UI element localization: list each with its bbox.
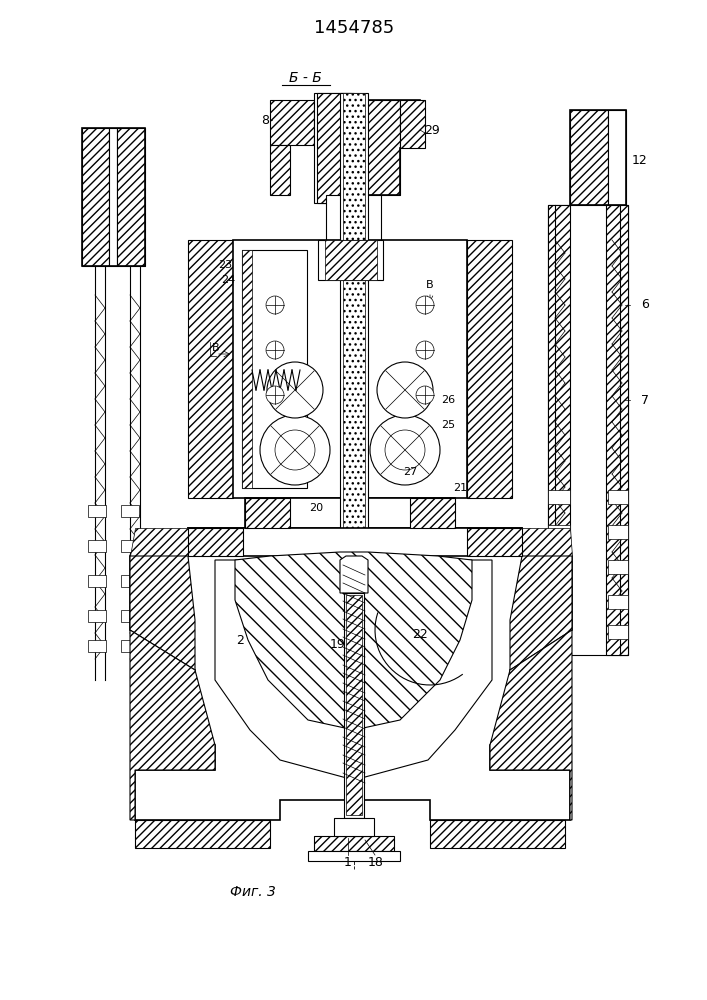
Polygon shape (188, 240, 233, 498)
Polygon shape (233, 240, 467, 498)
Text: 20: 20 (309, 503, 323, 513)
Polygon shape (82, 128, 109, 266)
Circle shape (266, 386, 284, 404)
Text: 2: 2 (236, 634, 244, 647)
Text: 19: 19 (330, 639, 346, 652)
Polygon shape (270, 145, 290, 195)
Polygon shape (130, 528, 188, 556)
Polygon shape (608, 595, 628, 609)
Polygon shape (121, 610, 139, 622)
Polygon shape (317, 93, 351, 203)
Polygon shape (121, 640, 139, 652)
Polygon shape (215, 560, 492, 780)
Polygon shape (130, 556, 195, 670)
Polygon shape (467, 240, 512, 498)
Circle shape (266, 341, 284, 359)
Polygon shape (410, 498, 455, 528)
Polygon shape (522, 528, 572, 556)
Text: 1454785: 1454785 (314, 19, 394, 37)
Polygon shape (608, 525, 628, 539)
Text: 21: 21 (453, 483, 467, 493)
Polygon shape (570, 110, 608, 205)
Text: 25: 25 (441, 420, 455, 430)
Text: 18: 18 (368, 856, 384, 868)
Polygon shape (318, 240, 383, 280)
Text: 12: 12 (632, 153, 648, 166)
Circle shape (266, 296, 284, 314)
Polygon shape (121, 575, 139, 587)
Polygon shape (548, 205, 628, 655)
Polygon shape (88, 575, 106, 587)
Polygon shape (130, 528, 572, 820)
Polygon shape (270, 100, 314, 145)
Polygon shape (109, 128, 117, 266)
Text: 29: 29 (424, 123, 440, 136)
Circle shape (416, 296, 434, 314)
Polygon shape (326, 195, 381, 240)
Polygon shape (340, 93, 368, 593)
Circle shape (260, 415, 330, 485)
Polygon shape (608, 110, 626, 205)
Polygon shape (235, 552, 472, 730)
Polygon shape (340, 556, 368, 593)
Text: B: B (212, 343, 220, 353)
Polygon shape (608, 560, 628, 574)
Polygon shape (121, 540, 139, 552)
Circle shape (377, 362, 433, 418)
Circle shape (416, 341, 434, 359)
Text: 8: 8 (261, 113, 269, 126)
Polygon shape (606, 205, 628, 655)
Polygon shape (344, 593, 364, 818)
Polygon shape (130, 630, 215, 820)
Polygon shape (314, 93, 354, 203)
Polygon shape (242, 250, 252, 488)
Polygon shape (430, 820, 565, 848)
Text: 27: 27 (403, 467, 417, 477)
Polygon shape (400, 100, 425, 148)
Polygon shape (242, 250, 307, 488)
Polygon shape (121, 505, 139, 517)
Polygon shape (354, 100, 400, 195)
Text: Фиг. 3: Фиг. 3 (230, 885, 276, 899)
Polygon shape (548, 595, 570, 609)
Polygon shape (548, 560, 570, 574)
Polygon shape (135, 820, 270, 848)
Text: 6: 6 (641, 298, 649, 312)
Polygon shape (548, 625, 570, 639)
Polygon shape (88, 505, 106, 517)
Text: B: B (426, 280, 434, 290)
Text: 1: 1 (344, 856, 352, 868)
Polygon shape (325, 240, 377, 280)
Circle shape (370, 415, 440, 485)
Text: 26: 26 (441, 395, 455, 405)
Text: 7: 7 (641, 393, 649, 406)
Text: 22: 22 (412, 629, 428, 642)
Polygon shape (88, 610, 106, 622)
Polygon shape (308, 851, 400, 861)
Polygon shape (245, 498, 455, 528)
Polygon shape (490, 630, 572, 820)
Polygon shape (88, 540, 106, 552)
Text: 24: 24 (221, 275, 235, 285)
Polygon shape (117, 128, 145, 266)
Text: 23: 23 (218, 260, 232, 270)
Polygon shape (548, 525, 570, 539)
Polygon shape (608, 490, 628, 504)
Polygon shape (188, 528, 243, 556)
Polygon shape (510, 556, 572, 670)
Polygon shape (314, 836, 394, 851)
Polygon shape (343, 93, 365, 593)
Polygon shape (608, 625, 628, 639)
Polygon shape (548, 490, 570, 504)
Text: Б - Б: Б - Б (288, 71, 322, 85)
Circle shape (267, 362, 323, 418)
Polygon shape (334, 818, 374, 836)
Polygon shape (548, 205, 570, 655)
Polygon shape (88, 640, 106, 652)
Polygon shape (467, 528, 522, 556)
Circle shape (416, 386, 434, 404)
Polygon shape (346, 595, 362, 815)
Polygon shape (188, 528, 522, 556)
Polygon shape (245, 498, 290, 528)
